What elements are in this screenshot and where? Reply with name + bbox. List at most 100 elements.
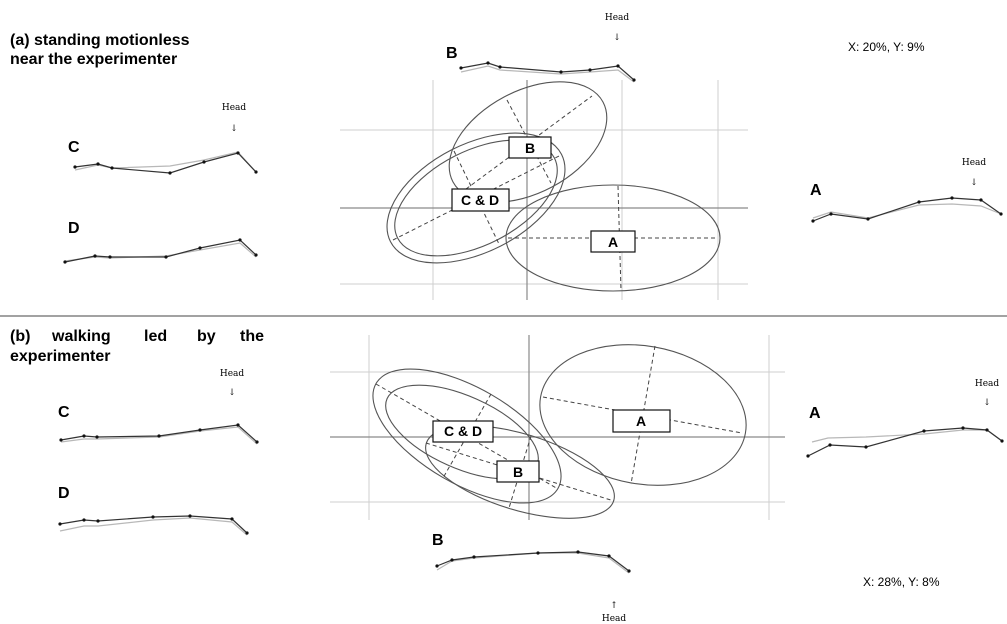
panel-b-title-word: (b) [10, 328, 30, 345]
box-b: B [496, 460, 540, 483]
ellipse-b [448, 81, 608, 203]
shape-a-point [811, 219, 815, 223]
shape-a-letter: A [810, 182, 822, 199]
shape-b-sd-line [436, 552, 630, 574]
shape-a-head-label: Head [975, 379, 1000, 389]
shape-c-head-arrow: ↓ [230, 124, 238, 134]
shape-b-letter: B [432, 532, 444, 549]
box-cd: C & D [451, 188, 510, 212]
box-a-label: A [636, 413, 646, 429]
shape-a-letter: A [809, 405, 821, 422]
shape-b-point [498, 65, 502, 69]
shape-a-point [961, 426, 965, 430]
panel-a-axes [340, 80, 748, 300]
ellipse-b-minor-axis [506, 99, 552, 184]
ellipse-a [505, 184, 721, 292]
shape-d-point [164, 255, 168, 259]
shape-c-point [254, 170, 258, 174]
shape-c-point [59, 438, 63, 442]
shape-a-point [866, 217, 870, 221]
shape-d-point [188, 514, 192, 518]
shape-a-head-label: Head [962, 158, 987, 168]
shape-d-point [238, 238, 242, 242]
panel-a-title-line1: (a) standing motionless [10, 32, 190, 49]
shape-d-letter: D [58, 485, 70, 502]
shape-d-point [151, 515, 155, 519]
shape-c-point [157, 434, 161, 438]
shape-a-point [950, 196, 954, 200]
shape-a-point [864, 445, 868, 449]
shape-b-head-label: Head [602, 614, 627, 624]
shape-d-point [108, 255, 112, 259]
shape-d-point [82, 518, 86, 522]
shape-d-sd-line [59, 517, 248, 536]
shape-c-mean-line [74, 152, 257, 174]
panel-b-title-line2: experimenter [10, 348, 111, 365]
shape-c-point [110, 166, 114, 170]
shape-a-point [922, 429, 926, 433]
box-a-label: A [608, 234, 618, 250]
shape-a-point [985, 428, 989, 432]
box-b: B [508, 136, 552, 159]
box-cd-label: C & D [444, 423, 482, 439]
shape-a-point [829, 212, 833, 216]
shape-d-point [198, 246, 202, 250]
panel-a: (a) standing motionless near the experim… [10, 13, 1003, 300]
panel-b-title-word: by [197, 328, 216, 345]
shape-b-mean-line [436, 551, 630, 572]
box-b-label: B [513, 464, 523, 480]
box-cd: C & D [432, 420, 494, 443]
shape-c-letter: C [68, 139, 80, 156]
shape-d-point [245, 531, 249, 535]
shape-b-point [616, 64, 620, 68]
shape-b-letter: B [446, 45, 458, 62]
shape-c-point [82, 434, 86, 438]
shape-a-sd-line [812, 203, 1002, 219]
shape-c-point [255, 440, 259, 444]
shape-c-point [236, 151, 240, 155]
panel-b-grid [330, 335, 785, 520]
shape-d-sd-line [64, 242, 257, 262]
shape-c-head-arrow: ↓ [228, 388, 236, 398]
shape-b-point [607, 554, 611, 558]
panel-b-title-word: walking [51, 328, 111, 345]
shape-a-point [979, 198, 983, 202]
shape-d-point [96, 519, 100, 523]
box-a: A [612, 409, 671, 433]
shape-d-point [63, 260, 67, 264]
shape-b-point [486, 61, 490, 65]
shape-a-point [828, 443, 832, 447]
box-b-label: B [525, 140, 535, 156]
box-a: A [590, 230, 636, 253]
shape-c-head-label: Head [222, 103, 247, 113]
shape-c-point [202, 160, 206, 164]
shape-c-letter: C [58, 404, 70, 421]
panel-b-title-word: the [240, 328, 264, 345]
ellipse-cd-outer [386, 132, 566, 264]
shape-c-point [168, 171, 172, 175]
shape-d-letter: D [68, 220, 80, 237]
shape-b-point [536, 551, 540, 555]
shape-d-point [93, 254, 97, 258]
panel-a-title-line2: near the experimenter [10, 51, 177, 68]
shape-b-head-label: Head [605, 13, 630, 23]
shape-b-sd-line [460, 65, 635, 83]
shape-d-point [254, 253, 258, 257]
shape-a-mean-line [812, 197, 1002, 222]
shape-b-point [576, 550, 580, 554]
shape-d-point [230, 517, 234, 521]
shape-d-mean-line [64, 239, 257, 263]
shape-b-point [450, 558, 454, 562]
panel-b-axes [330, 335, 785, 520]
shape-c-point [96, 162, 100, 166]
shape-a-head-arrow: ↓ [983, 398, 991, 408]
shape-a-point [806, 454, 810, 458]
shape-c-point [198, 428, 202, 432]
shape-c-point [73, 165, 77, 169]
panel-b-stat: X: 28%, Y: 8% [863, 575, 940, 589]
panel-b-title-line1: (b) walking led by the [10, 328, 264, 345]
shape-d-mean-line [59, 515, 248, 534]
shape-a-mean-line [807, 427, 1003, 457]
shape-b-point [435, 564, 439, 568]
shape-b-point [632, 78, 636, 82]
